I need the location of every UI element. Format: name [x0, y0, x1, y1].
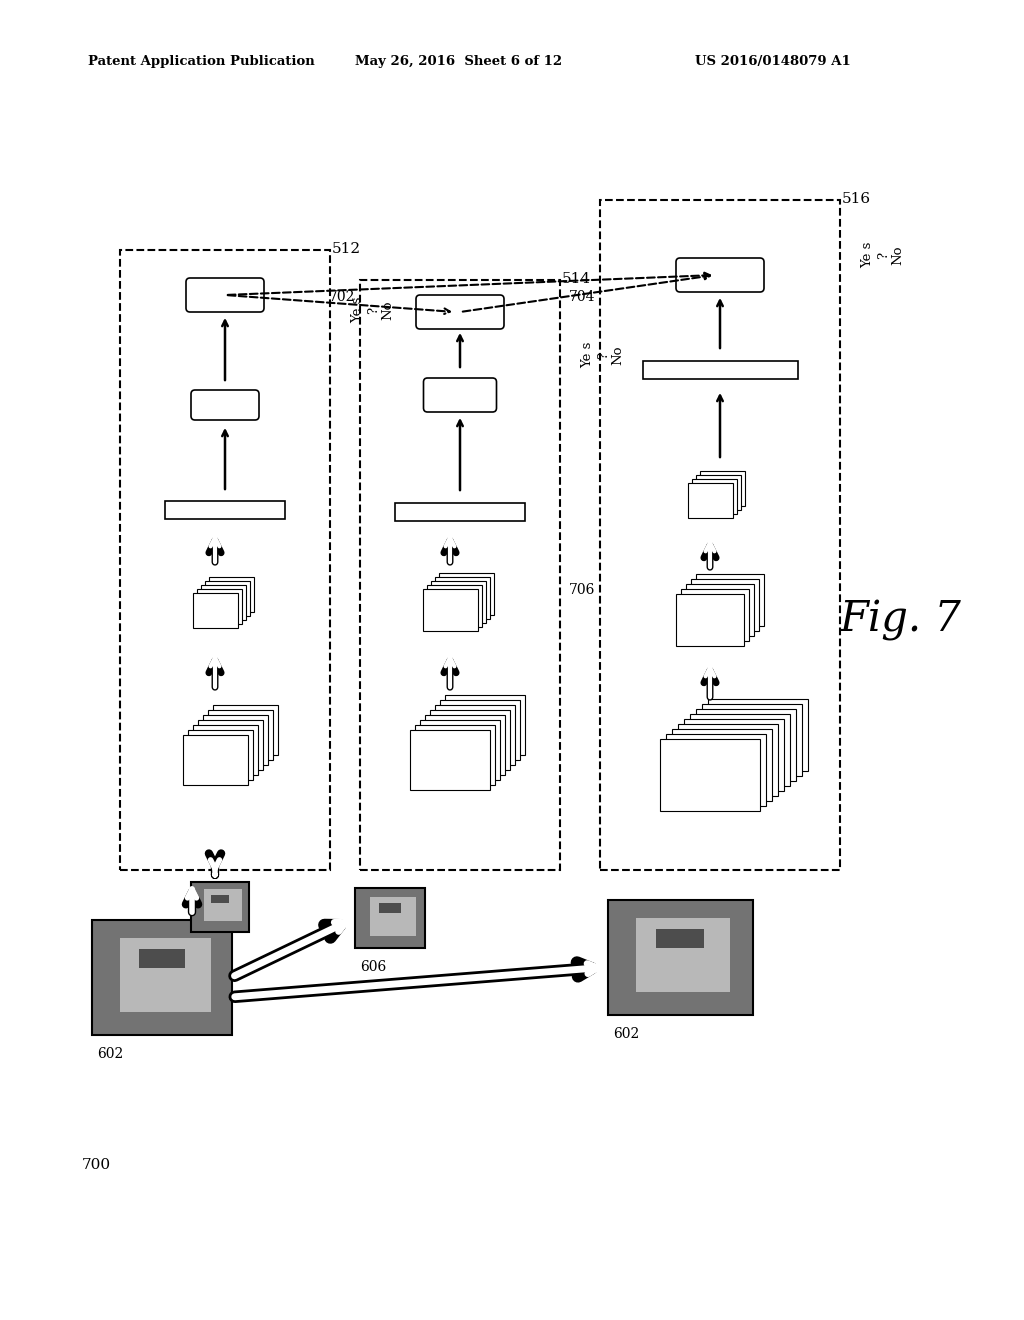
Text: 702: 702 [329, 290, 355, 304]
Text: No: No [892, 246, 904, 265]
Bar [695, 474, 740, 510]
Text: 704: 704 [568, 290, 595, 304]
Bar [434, 577, 489, 619]
Text: ?: ? [878, 251, 891, 259]
Bar [676, 594, 744, 645]
Bar [438, 573, 494, 615]
Text: Ye s: Ye s [351, 297, 365, 323]
Bar [379, 903, 401, 913]
Bar [423, 589, 477, 631]
Bar [691, 579, 759, 631]
Bar [198, 719, 262, 770]
Text: 512: 512 [332, 242, 361, 256]
Bar [691, 479, 736, 513]
FancyBboxPatch shape [186, 279, 264, 312]
Bar [191, 882, 249, 932]
Bar [204, 888, 242, 921]
Bar [360, 280, 560, 870]
Bar [656, 929, 703, 948]
Bar [193, 725, 257, 775]
Bar [165, 502, 285, 519]
Bar [678, 723, 778, 796]
Text: Fig. 7: Fig. 7 [840, 599, 962, 642]
Text: 604: 604 [161, 942, 187, 956]
Bar [708, 700, 808, 771]
Text: 516: 516 [842, 191, 871, 206]
Bar [211, 895, 229, 903]
Text: 514: 514 [562, 272, 591, 286]
Text: Patent Application Publication: Patent Application Publication [88, 55, 314, 69]
Text: US 2016/0148079 A1: US 2016/0148079 A1 [695, 55, 851, 69]
Text: Ye s: Ye s [861, 242, 874, 268]
Text: May 26, 2016  Sheet 6 of 12: May 26, 2016 Sheet 6 of 12 [355, 55, 562, 69]
Bar [187, 730, 253, 780]
Bar [355, 888, 425, 948]
Bar [209, 577, 254, 611]
Bar [193, 593, 238, 627]
Bar [445, 696, 525, 755]
Bar [208, 710, 272, 760]
Bar [430, 710, 510, 770]
Text: ?: ? [368, 306, 381, 314]
Bar [420, 719, 500, 780]
Bar [201, 585, 246, 619]
Bar [427, 585, 481, 627]
Text: 700: 700 [82, 1158, 112, 1172]
Bar [430, 581, 485, 623]
Text: No: No [382, 300, 394, 319]
Bar [139, 949, 184, 968]
Bar [92, 920, 232, 1035]
Text: ?: ? [597, 351, 610, 359]
Bar [213, 705, 278, 755]
Bar [120, 937, 211, 1012]
Bar [681, 589, 749, 642]
FancyBboxPatch shape [424, 378, 497, 412]
Bar [696, 574, 764, 626]
Text: Ye s: Ye s [582, 342, 595, 368]
Bar [699, 470, 744, 506]
Bar [666, 734, 766, 807]
Text: 602: 602 [97, 1047, 123, 1061]
Bar [440, 700, 520, 760]
Bar [435, 705, 515, 766]
Text: 602: 602 [613, 1027, 639, 1041]
Text: 706: 706 [568, 583, 595, 597]
Bar [702, 704, 802, 776]
Bar [600, 201, 840, 870]
Bar [686, 583, 754, 636]
Text: No: No [611, 346, 625, 364]
Bar [687, 483, 732, 517]
Bar [410, 730, 490, 789]
Bar [203, 715, 267, 766]
Bar [636, 917, 730, 993]
Bar [197, 589, 242, 623]
Bar [696, 709, 796, 781]
Bar [607, 899, 753, 1015]
FancyBboxPatch shape [416, 294, 504, 329]
Bar [205, 581, 250, 615]
Bar [395, 503, 525, 521]
Bar [672, 729, 772, 801]
Bar [660, 739, 760, 810]
Bar [371, 896, 416, 936]
Bar [415, 725, 495, 785]
Bar [425, 715, 505, 775]
Bar [690, 714, 790, 785]
Bar [182, 735, 248, 785]
Bar [684, 719, 784, 791]
FancyBboxPatch shape [676, 257, 764, 292]
FancyBboxPatch shape [191, 389, 259, 420]
Bar [642, 360, 798, 379]
Bar [120, 249, 330, 870]
Text: 606: 606 [360, 960, 386, 974]
